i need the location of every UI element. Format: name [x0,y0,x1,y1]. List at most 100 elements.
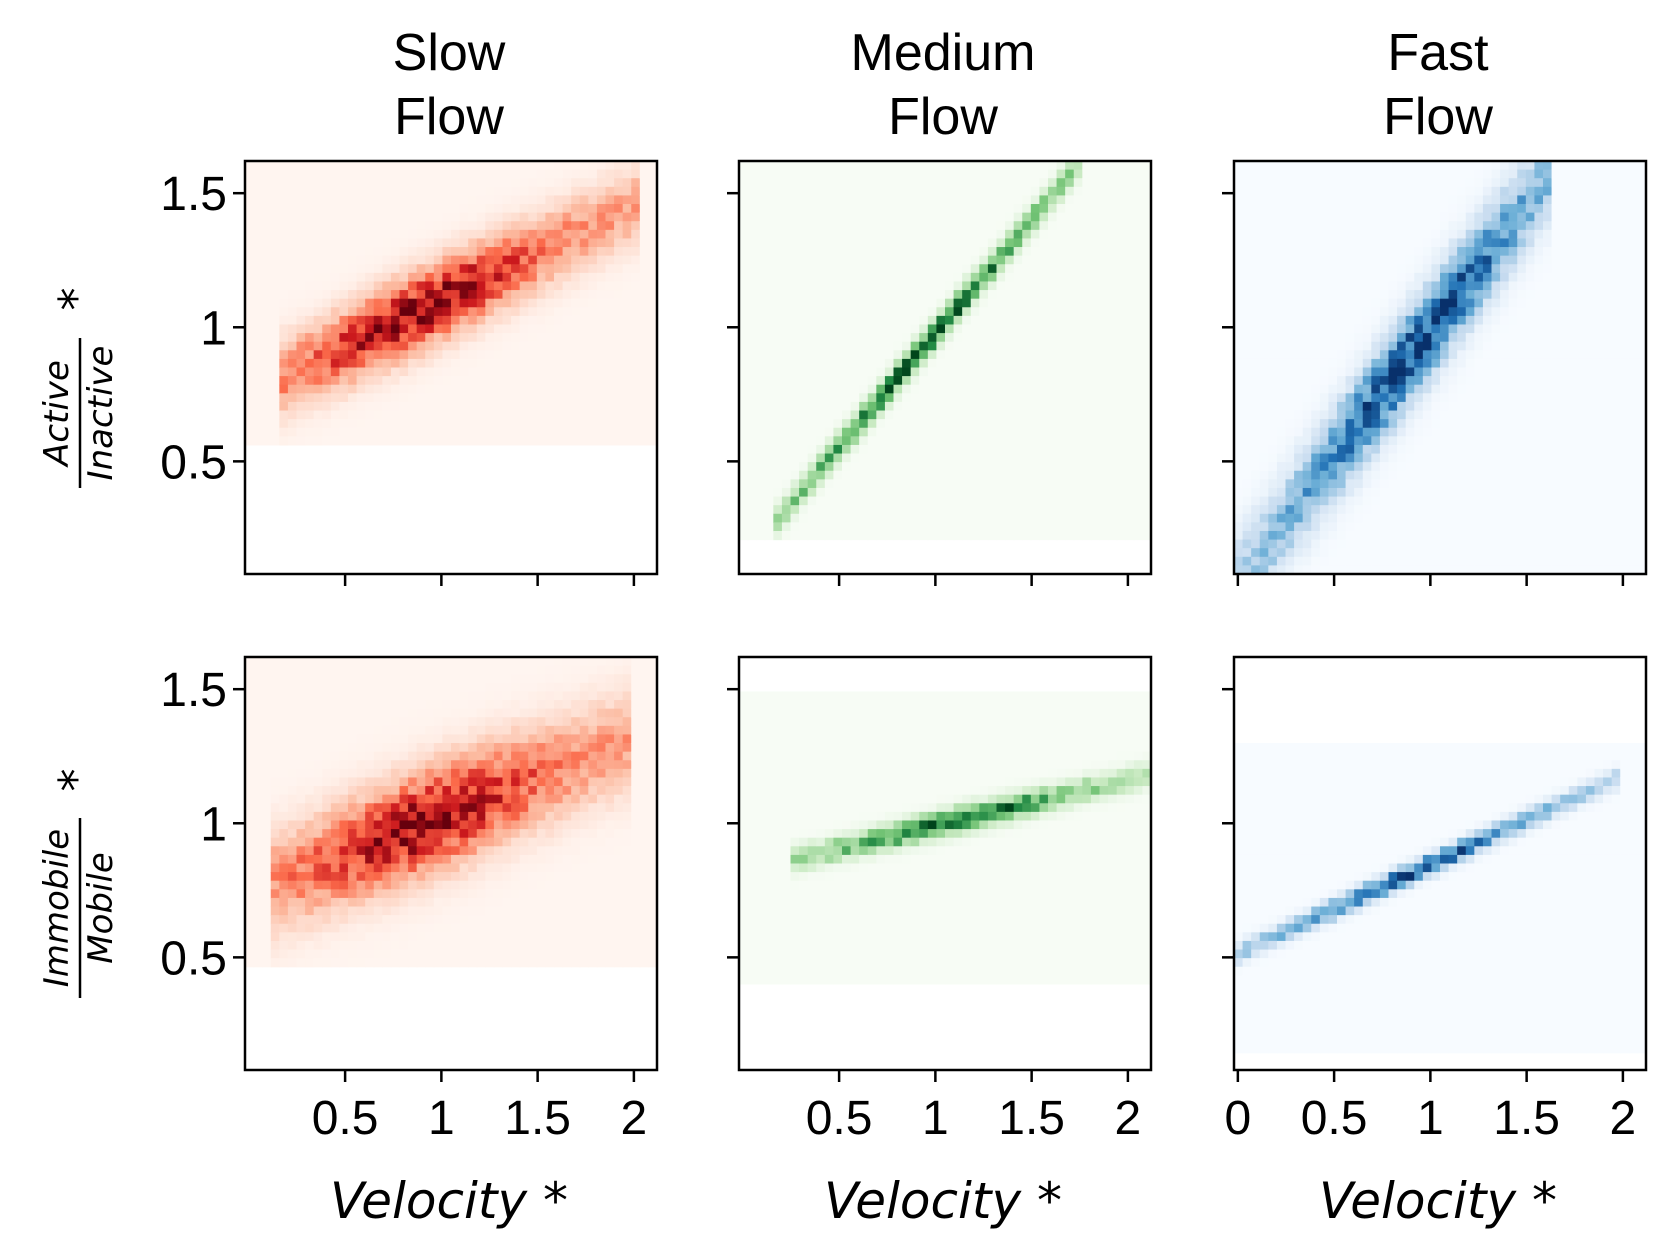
heatmap-cell [1362,221,1372,231]
heatmap-cell [1056,496,1066,506]
heatmap-cell [1056,479,1066,489]
heatmap-cell [919,496,929,506]
heatmap-cell [1142,376,1152,386]
heatmap-cell [1030,178,1041,188]
heatmap-cell [1073,384,1083,394]
heatmap-cell [1311,539,1321,549]
heatmap-cell [1414,195,1424,205]
heatmap-cell [322,315,332,326]
heatmap-cell [1328,496,1338,506]
heatmap-cell [571,212,581,222]
heatmap-cell [824,419,835,429]
heatmap-cell [1405,556,1415,566]
heatmap-cell [1268,401,1278,412]
heatmap-cell [1013,393,1023,403]
heatmap-cell [1005,186,1015,197]
heatmap-cell [416,186,426,197]
heatmap-cell [1448,462,1458,472]
heatmap-cell [305,358,315,369]
heatmap-cell [799,401,809,412]
heatmap-cell [764,178,774,188]
heatmap-cell [824,376,835,386]
heatmap-cell [1234,530,1244,541]
heatmap-cell [279,298,289,308]
heatmap-cell [902,298,912,308]
heatmap-cell [1090,470,1101,480]
heatmap-cell [962,479,972,489]
heatmap-cell [1030,350,1041,360]
heatmap-cell [747,161,757,171]
heatmap-cell [1431,401,1441,412]
heatmap-cell [927,470,938,480]
heatmap-cell [1099,315,1109,326]
heatmap-cell [536,384,547,394]
heatmap-cell [1276,427,1287,437]
heatmap-cell [1371,229,1381,240]
heatmap-cell [442,221,452,231]
heatmap-cell [330,255,341,265]
heatmap-cell [605,247,615,257]
heatmap-cell [953,384,963,394]
heatmap-cell [416,376,426,386]
heatmap-cell [1268,333,1278,343]
heatmap-cell [519,238,529,248]
heatmap-cell [433,204,444,214]
heatmap-cell [902,247,912,257]
heatmap-cell [330,376,341,386]
heatmap-cell [893,436,903,446]
heatmap-cell [1371,376,1381,386]
heatmap-cell [919,186,929,197]
heatmap-cell [979,247,989,257]
heatmap-cell [756,195,766,205]
heatmap-cell [1005,315,1015,326]
heatmap-cell [639,290,650,300]
heatmap-cell [1065,315,1075,326]
heatmap-cell [1388,169,1398,179]
heatmap-cell [648,427,658,437]
heatmap-cell [468,384,478,394]
heatmap-cell [476,384,486,394]
heatmap-cell [1099,324,1109,334]
heatmap-cell [433,307,444,317]
heatmap-cell [910,462,920,472]
heatmap-cell [1457,178,1467,188]
heatmap-cell [781,479,792,489]
heatmap-cell [1259,556,1269,566]
heatmap-cell [1379,487,1390,498]
heatmap-cell [1022,384,1032,394]
heatmap-cell [1294,487,1304,498]
heatmap-cell [339,393,349,403]
heatmap-cell [1039,427,1049,437]
heatmap-cell [945,178,955,188]
heatmap-cell [842,358,852,369]
heatmap-cell [970,444,980,455]
heatmap-cell [631,341,641,351]
heatmap-cell [648,212,658,222]
heatmap-cell [639,238,650,248]
heatmap-cell [876,333,886,343]
heatmap-cell [764,444,774,455]
heatmap-cell [373,384,383,394]
heatmap-cell [1133,298,1144,308]
heatmap-cell [1125,298,1135,308]
heatmap-cell [1328,229,1338,240]
heatmap-cell [1048,462,1058,472]
heatmap-cell [1431,238,1441,248]
heatmap-cell [1056,247,1066,257]
heatmap-cell [382,247,392,257]
heatmap-cell [262,272,272,283]
heatmap-cell [953,436,963,446]
heatmap-cell [867,272,877,283]
heatmap-cell [1099,272,1109,283]
heatmap-cell [305,367,315,377]
heatmap-cell [1142,324,1152,334]
heatmap-cell [799,479,809,489]
ylabel-row-0: Active Inactive * [37,288,121,488]
heatmap-cell [936,367,946,377]
heatmap-cell [373,350,383,360]
heatmap-cell [468,238,478,248]
heatmap-cell [596,298,607,308]
heatmap-cell [1234,401,1244,412]
heatmap-cell [330,427,341,437]
heatmap-cell [1022,272,1032,283]
